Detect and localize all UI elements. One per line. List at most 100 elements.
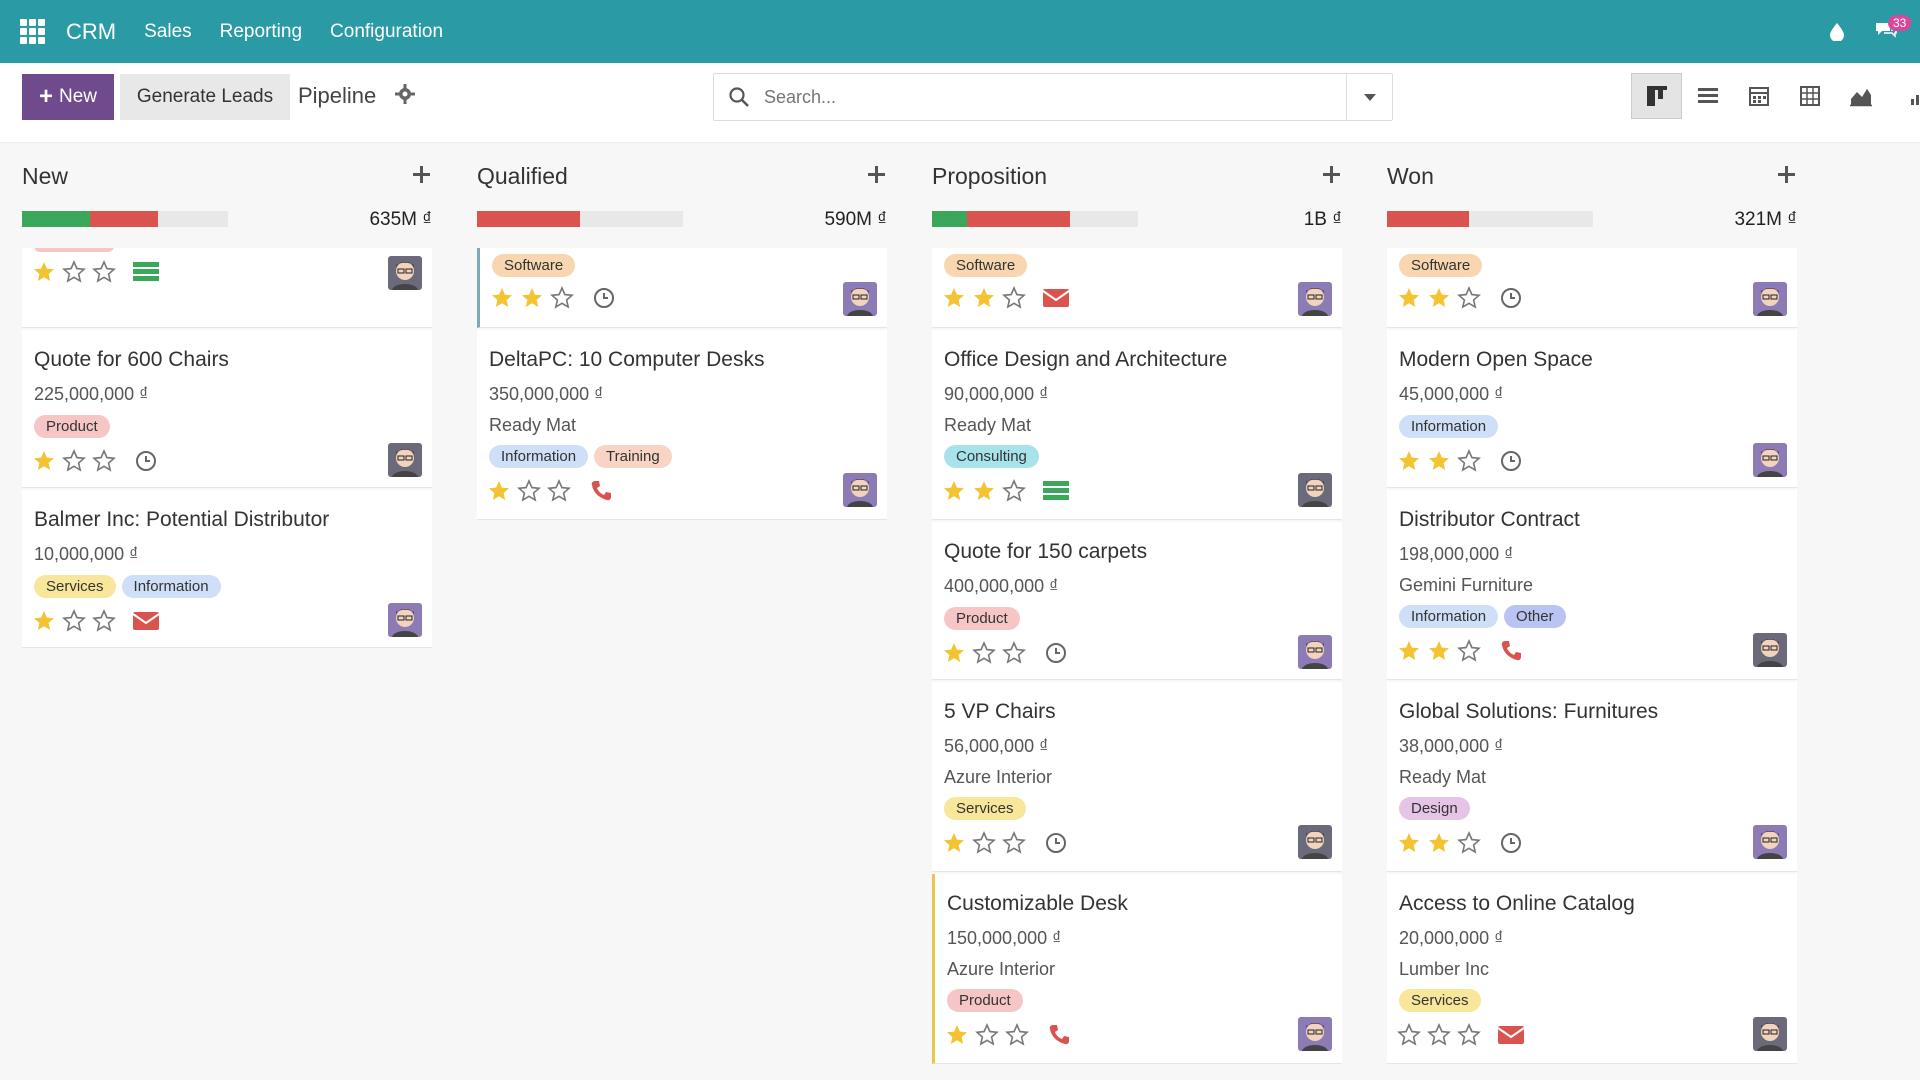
star-filled-icon[interactable]: [1427, 449, 1451, 473]
clock-icon[interactable]: [1042, 641, 1070, 665]
star-filled-icon[interactable]: [972, 286, 996, 310]
graph-view-button[interactable]: [1835, 73, 1886, 119]
debug-drop-icon[interactable]: [1830, 22, 1844, 41]
menu-sales[interactable]: Sales: [144, 20, 192, 42]
kanban-card[interactable]: Software: [1387, 248, 1797, 328]
app-brand[interactable]: CRM: [66, 18, 117, 44]
list-icon[interactable]: [1042, 479, 1070, 503]
kanban-card[interactable]: Balmer Inc: Potential Distributor 10,000,…: [22, 490, 432, 648]
star-empty-icon[interactable]: [975, 1023, 999, 1047]
progress-segment-green[interactable]: [932, 211, 968, 227]
star-filled-icon[interactable]: [942, 479, 966, 503]
salesperson-avatar[interactable]: [1298, 1017, 1332, 1051]
salesperson-avatar[interactable]: [1753, 825, 1787, 859]
star-empty-icon[interactable]: [547, 479, 571, 503]
star-filled-icon[interactable]: [32, 449, 56, 473]
column-progress-bar[interactable]: [477, 211, 683, 227]
salesperson-avatar[interactable]: [388, 443, 422, 477]
add-card-icon[interactable]: [412, 165, 432, 185]
star-empty-icon[interactable]: [1427, 1023, 1451, 1047]
star-empty-icon[interactable]: [1457, 639, 1481, 663]
gear-icon[interactable]: [395, 84, 415, 104]
star-filled-icon[interactable]: [32, 609, 56, 633]
kanban-card[interactable]: Modern Open Space 45,000,000 ₫ Information: [1387, 330, 1797, 488]
envelope-icon[interactable]: [1497, 1023, 1525, 1047]
star-filled-icon[interactable]: [487, 479, 511, 503]
search-input[interactable]: [764, 82, 1324, 112]
calendar-view-button[interactable]: [1733, 73, 1784, 119]
salesperson-avatar[interactable]: [843, 473, 877, 507]
star-filled-icon[interactable]: [1427, 286, 1451, 310]
star-empty-icon[interactable]: [1002, 831, 1026, 855]
kanban-card[interactable]: Customizable Desk 150,000,000 ₫ Azure Inte…: [932, 874, 1342, 1064]
star-empty-icon[interactable]: [1457, 831, 1481, 855]
star-empty-icon[interactable]: [1005, 1023, 1029, 1047]
progress-segment-red[interactable]: [1387, 211, 1470, 227]
clock-icon[interactable]: [1042, 831, 1070, 855]
kanban-card[interactable]: Software: [477, 248, 887, 328]
salesperson-avatar[interactable]: [388, 603, 422, 637]
star-empty-icon[interactable]: [1002, 641, 1026, 665]
star-empty-icon[interactable]: [92, 449, 116, 473]
kanban-card[interactable]: Software: [932, 248, 1342, 328]
star-filled-icon[interactable]: [942, 641, 966, 665]
new-button[interactable]: + New: [22, 74, 114, 120]
list-icon[interactable]: [132, 260, 160, 284]
kanban-view-button[interactable]: [1631, 73, 1682, 119]
salesperson-avatar[interactable]: [1753, 282, 1787, 316]
menu-reporting[interactable]: Reporting: [219, 20, 303, 42]
star-filled-icon[interactable]: [942, 831, 966, 855]
phone-icon[interactable]: [1497, 639, 1525, 663]
star-filled-icon[interactable]: [942, 286, 966, 310]
star-empty-icon[interactable]: [1397, 1023, 1421, 1047]
star-empty-icon[interactable]: [62, 449, 86, 473]
star-filled-icon[interactable]: [1427, 831, 1451, 855]
star-empty-icon[interactable]: [62, 609, 86, 633]
salesperson-avatar[interactable]: [1753, 633, 1787, 667]
column-progress-bar[interactable]: [1387, 211, 1593, 227]
progress-segment-red[interactable]: [477, 211, 580, 227]
salesperson-avatar[interactable]: [1298, 282, 1332, 316]
star-empty-icon[interactable]: [972, 831, 996, 855]
generate-leads-button[interactable]: Generate Leads: [120, 74, 290, 120]
kanban-card[interactable]: 5 VP Chairs 56,000,000 ₫ Azure Interior Ser…: [932, 682, 1342, 872]
star-empty-icon[interactable]: [550, 286, 574, 310]
kanban-card[interactable]: Office Design and Architecture 90,000,000…: [932, 330, 1342, 520]
clock-icon[interactable]: [1497, 831, 1525, 855]
envelope-icon[interactable]: [132, 609, 160, 633]
clock-icon[interactable]: [1497, 449, 1525, 473]
star-filled-icon[interactable]: [1397, 639, 1421, 663]
progress-segment-red[interactable]: [89, 211, 158, 227]
add-card-icon[interactable]: [867, 165, 887, 185]
pivot-view-button[interactable]: [1784, 73, 1835, 119]
kanban-card[interactable]: Quote for 150 carpets 400,000,000 ₫ Produc…: [932, 522, 1342, 680]
star-filled-icon[interactable]: [1427, 639, 1451, 663]
clock-icon[interactable]: [1497, 286, 1525, 310]
kanban-card[interactable]: Distributor Contract 198,000,000 ₫ Gemini …: [1387, 490, 1797, 680]
phone-icon[interactable]: [587, 479, 615, 503]
star-empty-icon[interactable]: [1002, 479, 1026, 503]
star-empty-icon[interactable]: [92, 609, 116, 633]
star-empty-icon[interactable]: [1457, 286, 1481, 310]
add-card-icon[interactable]: [1777, 165, 1797, 185]
activity-view-button[interactable]: [1886, 73, 1920, 119]
salesperson-avatar[interactable]: [1753, 443, 1787, 477]
kanban-card[interactable]: [22, 248, 432, 328]
column-progress-bar[interactable]: [22, 211, 228, 227]
star-filled-icon[interactable]: [32, 260, 56, 284]
star-filled-icon[interactable]: [945, 1023, 969, 1047]
star-empty-icon[interactable]: [517, 479, 541, 503]
kanban-card[interactable]: DeltaPC: 10 Computer Desks 350,000,000 ₫ R…: [477, 330, 887, 520]
add-card-icon[interactable]: [1322, 165, 1342, 185]
salesperson-avatar[interactable]: [1298, 473, 1332, 507]
menu-configuration[interactable]: Configuration: [330, 20, 444, 42]
kanban-card[interactable]: Access to Online Catalog 20,000,000 ₫ Lumb…: [1387, 874, 1797, 1064]
star-filled-icon[interactable]: [1397, 831, 1421, 855]
star-filled-icon[interactable]: [520, 286, 544, 310]
salesperson-avatar[interactable]: [388, 256, 422, 290]
star-filled-icon[interactable]: [1397, 286, 1421, 310]
salesperson-avatar[interactable]: [1753, 1017, 1787, 1051]
envelope-icon[interactable]: [1042, 286, 1070, 310]
star-filled-icon[interactable]: [1397, 449, 1421, 473]
progress-segment-green[interactable]: [22, 211, 90, 227]
